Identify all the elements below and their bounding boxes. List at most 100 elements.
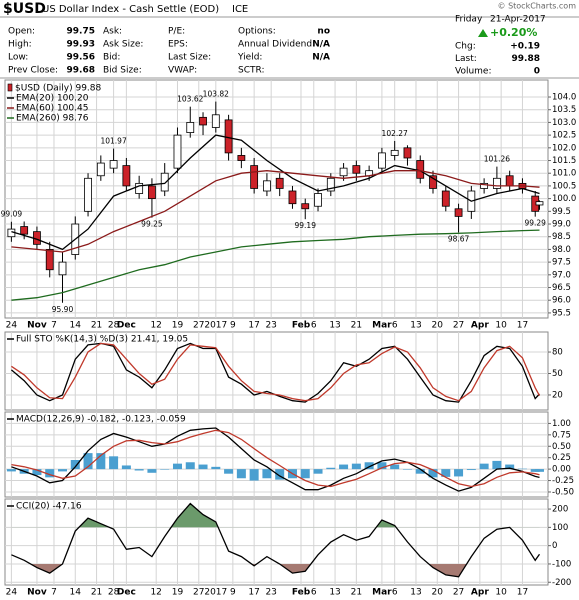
y-tick-label: 95.5 — [552, 308, 571, 318]
candle-body — [58, 261, 67, 276]
quote-label: P/E: — [168, 27, 185, 37]
x-tick-label: Dec — [117, 588, 136, 598]
session-label: Last: — [455, 54, 477, 64]
quote-value: 99.56 — [67, 53, 95, 63]
y-tick-label: -0.25 — [552, 476, 574, 486]
x-tick-label: 14 — [70, 588, 82, 598]
y-tick-label: 0.75 — [552, 430, 571, 440]
x-tick-label: 13 — [329, 588, 340, 598]
y-tick-label: 50 — [552, 369, 563, 379]
y-tick-label: -100 — [552, 559, 571, 569]
histogram-bar — [275, 469, 285, 480]
candle-body — [352, 165, 361, 174]
series-line — [11, 229, 540, 301]
instrument-name: US Dollar Index - Cash Settle (EOD) — [42, 4, 219, 15]
quote-label: VWAP: — [168, 66, 197, 76]
x-tick-label: Feb — [292, 588, 311, 598]
candle-body — [211, 114, 220, 128]
x-tick-label: 9 — [230, 588, 236, 598]
x-tick-label: Apr — [471, 588, 489, 598]
annotation: 99.09 — [1, 210, 23, 219]
histogram-bar — [441, 469, 451, 477]
quote-label: Yield: — [237, 53, 262, 63]
y-tick-label: 101.0 — [552, 169, 576, 179]
histogram-bar — [534, 469, 544, 472]
x-tick-label: 10 — [495, 321, 507, 331]
candle-body — [390, 149, 399, 156]
candle-body — [429, 175, 437, 189]
candle-body — [505, 175, 514, 187]
y-tick-label: 102.0 — [552, 143, 576, 153]
legend-label: EMA(60) 100.45 — [16, 104, 88, 114]
x-tick-label: 12 — [150, 588, 161, 598]
y-tick-label: 200 — [552, 505, 568, 515]
candle-body — [454, 208, 463, 217]
quote-label: Prev Close: — [8, 66, 58, 76]
candle-body — [173, 134, 182, 169]
quote-label: Low: — [8, 53, 28, 63]
annotation: 103.62 — [177, 95, 203, 104]
annotation: 101.26 — [484, 155, 510, 164]
histogram-bar — [134, 469, 144, 471]
x-tick-label: Nov — [27, 588, 47, 598]
annotation: 101.97 — [100, 137, 126, 146]
candle-body — [186, 122, 195, 133]
annotation: 102.27 — [382, 129, 408, 138]
quote-value: 99.93 — [67, 40, 95, 50]
quote-label: Ask Size: — [103, 40, 143, 50]
histogram-bar — [45, 469, 55, 478]
x-tick-label: 9 — [230, 321, 236, 331]
histogram-bar — [377, 462, 387, 470]
x-tick-label: 17 — [517, 321, 528, 331]
x-tick-label: 20 — [432, 588, 444, 598]
y-tick-label: -200 — [552, 578, 571, 588]
histogram-bar — [57, 469, 67, 472]
y-tick-label: 101.5 — [552, 156, 576, 166]
candle-body — [135, 182, 144, 194]
x-tick-label: 21 — [91, 321, 102, 331]
plot-area — [7, 101, 544, 303]
histogram-bar — [454, 469, 464, 477]
indicator-label: MACD(12,26,9) -0.182, -0.123, -0.059 — [16, 415, 186, 425]
x-tick-label: 21 — [351, 321, 362, 331]
x-tick-label: 24 — [6, 588, 18, 598]
candle-body — [263, 180, 271, 192]
plot-area — [10, 342, 541, 403]
copyright: © StockCharts.com — [498, 2, 577, 11]
annotation: 99.29 — [524, 219, 546, 228]
x-tick-label: 13 — [329, 321, 340, 331]
exchange: ICE — [232, 4, 248, 15]
quote-value: 99.68 — [67, 66, 95, 76]
x-tick-label: 19 — [172, 321, 184, 331]
y-tick-label: 100.0 — [552, 194, 576, 204]
y-tick-label: 97.5 — [552, 258, 571, 268]
x-tick-label: 12 — [150, 321, 161, 331]
y-tick-label: 98.0 — [552, 245, 571, 255]
histogram-bar — [160, 469, 170, 470]
histogram-bar — [339, 464, 349, 470]
x-tick-label: Mar — [372, 321, 392, 331]
y-tick-label: 103.0 — [552, 118, 576, 128]
candle-body — [275, 177, 284, 189]
annotation: 98.67 — [448, 234, 470, 243]
histogram-bar — [466, 469, 476, 471]
x-tick-label: 21 — [91, 588, 102, 598]
candle-body — [250, 165, 259, 189]
candle-body — [301, 203, 310, 210]
x-tick-label: 21 — [351, 588, 362, 598]
y-tick-label: 104.0 — [552, 93, 576, 103]
series-line — [11, 170, 540, 253]
x-tick-label: 10 — [495, 588, 507, 598]
quote-label: Annual Dividend: — [238, 40, 315, 50]
x-tick-label: 28 — [108, 321, 120, 331]
candle-body — [441, 190, 450, 207]
x-tick-label: 27 — [453, 321, 464, 331]
change-percent: +0.20% — [490, 26, 537, 39]
histogram-bar — [262, 469, 272, 479]
session-value: +0.19 — [510, 42, 540, 52]
candle-body — [45, 249, 54, 271]
y-tick-label: 97.0 — [552, 270, 571, 280]
histogram-bar — [236, 469, 246, 479]
y-tick-label: 0.00 — [552, 465, 571, 475]
